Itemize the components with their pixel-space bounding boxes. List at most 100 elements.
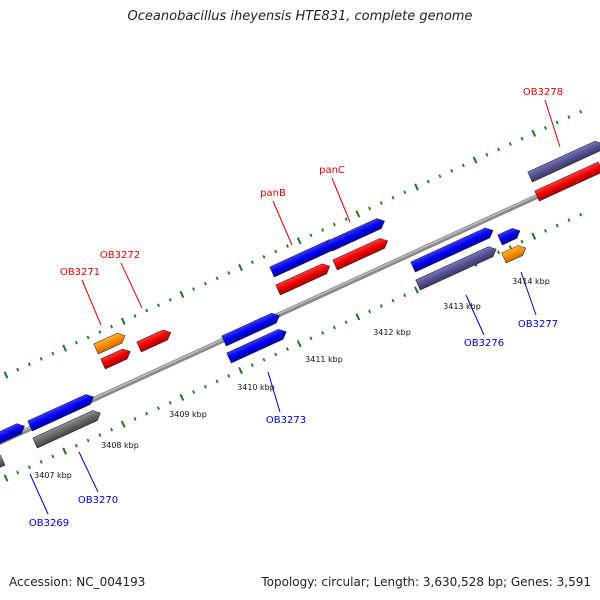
scale-tick xyxy=(158,407,159,410)
scale-tick xyxy=(134,314,135,317)
gene-label-ob3272: OB3272 xyxy=(100,250,140,261)
scale-tick xyxy=(404,294,405,297)
scale-tick xyxy=(334,223,335,226)
gene-ob3277[interactable] xyxy=(498,226,523,245)
scale-label: 3409 kbp xyxy=(169,410,207,419)
scale-tick xyxy=(63,345,66,351)
scale-tick xyxy=(392,196,393,199)
gene-arrow-shape xyxy=(502,243,528,263)
scale-label: 3411 kbp xyxy=(305,355,343,364)
scale-tick xyxy=(310,234,311,237)
scale-tick xyxy=(41,460,42,463)
gene-label-panc: panC xyxy=(319,165,345,176)
leader-ob3269 xyxy=(30,474,48,514)
scale-tick xyxy=(568,116,569,119)
scale-tick xyxy=(193,391,194,394)
leader-ob3270 xyxy=(79,452,98,492)
scale-tick xyxy=(5,475,8,481)
scale-tick xyxy=(439,175,440,178)
scale-tick xyxy=(498,251,499,254)
scale-tick xyxy=(532,233,535,239)
scale-tick xyxy=(474,157,477,163)
scale-tick xyxy=(216,277,217,280)
gene-edge-left[interactable] xyxy=(0,455,5,471)
gene-label-ob3269: OB3269 xyxy=(29,518,69,529)
scale-tick xyxy=(87,439,88,442)
scale-tick xyxy=(356,314,359,320)
scale-tick xyxy=(275,250,276,253)
scale-tick xyxy=(5,372,8,378)
gene-arrow-shape xyxy=(137,327,173,352)
scale-tick xyxy=(52,352,53,355)
leader-ob3271 xyxy=(82,280,101,325)
scale-tick xyxy=(298,238,301,244)
scale-tick xyxy=(239,264,242,270)
leader-ob3273 xyxy=(268,372,280,412)
scale-tick xyxy=(17,471,18,474)
scale-tick xyxy=(122,421,125,427)
scale-tick xyxy=(568,219,569,222)
scale-tick xyxy=(521,240,522,243)
scale-tick xyxy=(334,326,335,329)
scale-tick xyxy=(521,137,522,140)
gene-label-panb: panB xyxy=(260,188,286,199)
scale-tick xyxy=(17,368,18,371)
scale-tick xyxy=(193,288,194,291)
scale-label: 3414 kbp xyxy=(512,277,550,286)
scale-label: 3410 kbp xyxy=(237,383,275,392)
gene-arrow-shape xyxy=(498,226,523,245)
gene-label-ob3273: OB3273 xyxy=(266,415,306,426)
scale-label: 3412 kbp xyxy=(373,328,411,337)
scale-tick xyxy=(99,434,100,437)
scale-tick xyxy=(287,245,288,248)
scale-tick xyxy=(29,363,30,366)
scale-tick xyxy=(52,455,53,458)
scale-tick xyxy=(146,412,147,415)
scale-tick xyxy=(287,348,288,351)
leader-panb xyxy=(273,201,292,245)
scale-tick xyxy=(545,229,546,232)
scale-tick xyxy=(158,304,159,307)
scale-tick xyxy=(298,341,301,347)
scale-tick xyxy=(381,305,382,308)
scale-tick xyxy=(369,310,370,313)
scale-tick xyxy=(252,261,253,264)
scale-tick xyxy=(252,364,253,367)
gene-label-ob3277: OB3277 xyxy=(518,319,558,330)
scale-tick xyxy=(486,153,487,156)
scale-tick xyxy=(428,180,429,183)
gene-label-ob3270: OB3270 xyxy=(78,495,118,506)
scale-tick xyxy=(205,282,206,285)
scale-tick xyxy=(216,380,217,383)
scale-tick xyxy=(510,143,511,146)
scale-tick xyxy=(557,121,558,124)
scale-tick xyxy=(545,126,546,129)
gene-label-ob3271: OB3271 xyxy=(60,267,100,278)
scale-tick xyxy=(345,321,346,324)
scale-tick xyxy=(415,287,418,293)
scale-tick xyxy=(239,367,242,373)
scale-tick xyxy=(180,394,183,400)
scale-tick xyxy=(263,358,264,361)
gene-label-ob3276: OB3276 xyxy=(464,338,504,349)
scale-tick xyxy=(322,228,323,231)
scale-label: 3413 kbp xyxy=(443,302,481,311)
scale-tick xyxy=(63,448,66,454)
gene-ob3277-orange[interactable] xyxy=(502,243,528,263)
gene-ob3272[interactable] xyxy=(137,327,173,352)
scale-tick xyxy=(415,184,418,190)
scale-tick xyxy=(275,353,276,356)
gene-arrow-shape xyxy=(0,455,5,471)
scale-tick xyxy=(392,299,393,302)
scale-tick xyxy=(356,211,359,217)
leader-ob3272 xyxy=(121,263,142,308)
scale-label: 3408 kbp xyxy=(101,441,139,450)
scale-tick xyxy=(87,336,88,339)
scale-tick xyxy=(263,255,264,258)
scale-tick xyxy=(122,318,125,324)
scale-tick xyxy=(170,298,171,301)
scale-tick xyxy=(99,331,100,334)
scale-tick xyxy=(532,130,535,136)
scale-tick xyxy=(111,428,112,431)
